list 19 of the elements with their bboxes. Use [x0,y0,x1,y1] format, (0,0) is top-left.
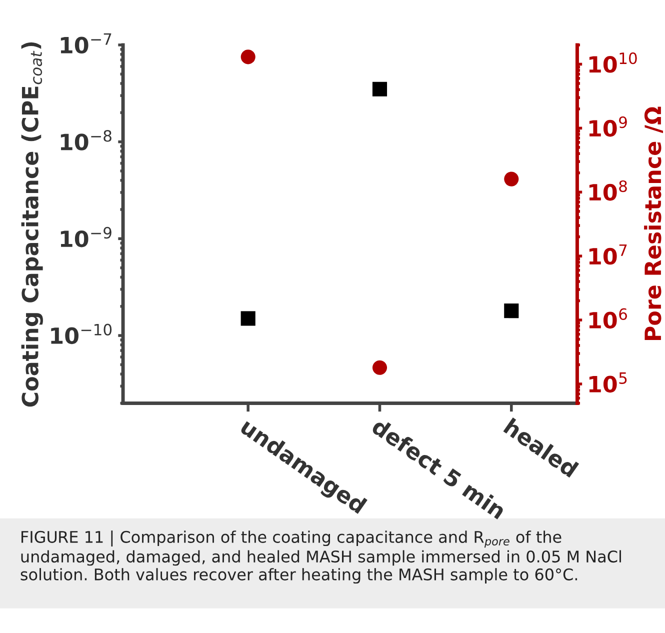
point [372,360,388,375]
y-tick-label: 10$^{6}$ [589,308,627,329]
y-tick-label: 10$^{−7}$ [60,33,112,54]
y-tick-label: 10$^{−10}$ [51,324,112,344]
point [240,50,256,64]
point [372,82,388,96]
y-axis-title: Pore Resistance /Ω [644,106,663,340]
y-tick-label: 10$^{7}$ [589,244,627,265]
point [240,311,256,326]
y-tick-label: 10$^{8}$ [589,180,627,201]
y-tick-label: 10$^{−9}$ [60,226,112,248]
point [504,304,519,318]
y-tick-label: 10$^{10}$ [589,52,637,73]
point [504,172,519,186]
y-tick-label: 10$^{−8}$ [60,130,112,150]
caption: FIGURE 11 | Comparison of the coating capacitance and R$_{pore}$ of the undamaged, damaged, and healed MASH sample immersed in 0.05 M NaCl solution. Both values recover after heating the MASH sample to 60°C. [20,530,621,584]
y-axis-title: Coating Capacitance (CPE$_{coat}$) [21,42,43,407]
y-tick-label: 10$^{9}$ [589,116,627,137]
y-tick-label: 10$^{5}$ [589,372,627,393]
